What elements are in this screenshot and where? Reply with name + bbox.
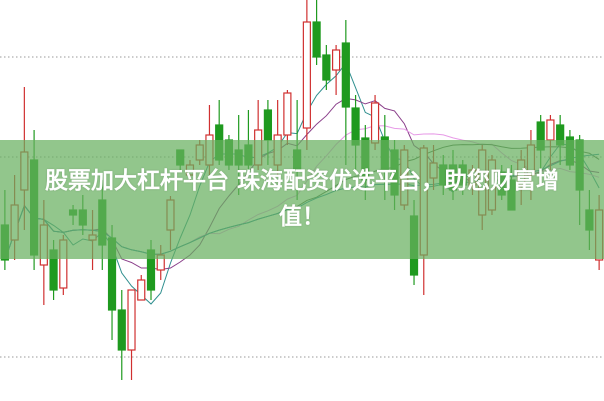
candle (137, 275, 146, 301)
candle (312, 0, 321, 65)
candle-body (322, 54, 331, 81)
candle-body (546, 119, 555, 141)
banner-line-1: 股票加大杠杆平台 珠海配资优选平台，助您财富增 (44, 168, 559, 194)
candle-body (137, 279, 146, 301)
candle-body (341, 42, 350, 108)
candle-body (331, 49, 341, 71)
title-banner (0, 140, 604, 259)
candle-body (117, 309, 126, 351)
candle (302, 0, 311, 150)
candle-body (263, 109, 273, 141)
candle (127, 289, 136, 380)
candle-body (312, 21, 321, 58)
candle-body (127, 289, 136, 351)
candle-body (283, 92, 292, 136)
candle (117, 290, 126, 380)
banner-line-2: 值！ (279, 204, 325, 230)
candle (322, 45, 331, 90)
banner-title: 股票加大杠杆平台 珠海配资优选平台，助您财富增 值！ (0, 163, 604, 235)
candle-body (370, 102, 380, 144)
candle (331, 45, 341, 95)
candle-body (302, 21, 311, 129)
